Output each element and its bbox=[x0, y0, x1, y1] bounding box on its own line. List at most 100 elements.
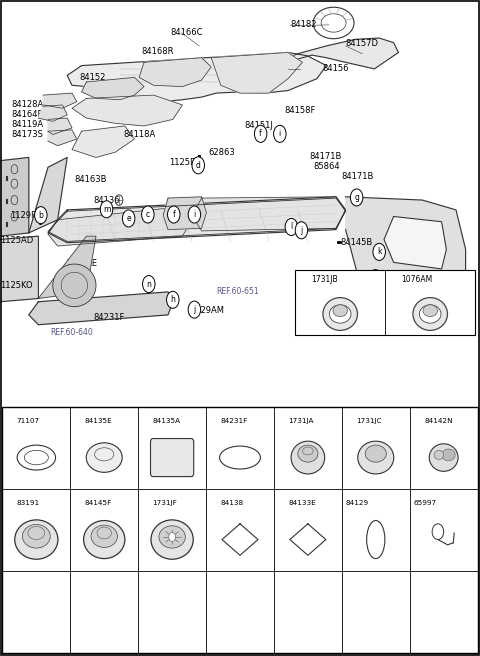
Text: 1125AE: 1125AE bbox=[65, 259, 97, 268]
Text: 84138: 84138 bbox=[220, 501, 243, 506]
Text: 1125AD: 1125AD bbox=[0, 236, 33, 245]
Text: b: b bbox=[38, 211, 43, 220]
Circle shape bbox=[73, 416, 82, 428]
Text: j: j bbox=[9, 501, 11, 506]
Text: 84171B: 84171B bbox=[342, 172, 374, 181]
Text: 84158F: 84158F bbox=[285, 106, 316, 115]
Text: k: k bbox=[76, 501, 80, 506]
Text: 83191: 83191 bbox=[17, 501, 40, 506]
FancyBboxPatch shape bbox=[151, 439, 194, 476]
Circle shape bbox=[169, 533, 176, 542]
Polygon shape bbox=[72, 95, 182, 126]
Circle shape bbox=[373, 243, 385, 260]
Polygon shape bbox=[192, 197, 346, 231]
Ellipse shape bbox=[91, 525, 118, 547]
Text: 1125DG: 1125DG bbox=[169, 158, 204, 167]
Circle shape bbox=[285, 218, 298, 236]
Circle shape bbox=[188, 206, 201, 223]
Ellipse shape bbox=[429, 443, 458, 471]
Polygon shape bbox=[48, 207, 192, 246]
Text: k: k bbox=[377, 247, 382, 256]
Text: f: f bbox=[172, 210, 175, 219]
Circle shape bbox=[209, 416, 218, 428]
Text: 85864: 85864 bbox=[313, 162, 339, 171]
Circle shape bbox=[295, 222, 308, 239]
Text: g: g bbox=[354, 193, 359, 202]
Text: d: d bbox=[76, 419, 80, 424]
Text: 84136: 84136 bbox=[94, 195, 120, 205]
Text: 84168R: 84168R bbox=[142, 47, 174, 56]
Ellipse shape bbox=[298, 445, 318, 462]
Text: 71107: 71107 bbox=[17, 419, 40, 424]
Text: a: a bbox=[303, 277, 307, 283]
Polygon shape bbox=[0, 157, 29, 236]
Polygon shape bbox=[0, 236, 38, 302]
Text: 84156: 84156 bbox=[323, 64, 349, 73]
Text: m: m bbox=[103, 205, 110, 214]
Text: c: c bbox=[146, 210, 150, 219]
Polygon shape bbox=[48, 130, 77, 146]
Text: n: n bbox=[146, 279, 151, 289]
Text: 1731JB: 1731JB bbox=[312, 276, 338, 285]
Text: j: j bbox=[193, 305, 195, 314]
Ellipse shape bbox=[291, 441, 324, 474]
Text: n: n bbox=[280, 501, 284, 506]
Polygon shape bbox=[48, 197, 346, 243]
Polygon shape bbox=[288, 38, 398, 69]
Polygon shape bbox=[211, 52, 302, 93]
Ellipse shape bbox=[413, 298, 447, 331]
Circle shape bbox=[142, 498, 150, 509]
Circle shape bbox=[277, 498, 286, 509]
Text: 1731JC: 1731JC bbox=[356, 419, 382, 424]
Ellipse shape bbox=[159, 526, 185, 548]
Circle shape bbox=[300, 274, 309, 286]
Text: f: f bbox=[213, 419, 215, 424]
FancyBboxPatch shape bbox=[2, 407, 478, 653]
Text: 84135A: 84135A bbox=[153, 419, 180, 424]
Circle shape bbox=[254, 125, 267, 142]
Polygon shape bbox=[139, 58, 211, 87]
Circle shape bbox=[209, 498, 218, 509]
Text: 84171B: 84171B bbox=[310, 152, 342, 161]
Text: e: e bbox=[144, 419, 148, 424]
Text: 84151J: 84151J bbox=[245, 121, 274, 131]
Text: 1731JF: 1731JF bbox=[153, 501, 177, 506]
Circle shape bbox=[73, 498, 82, 509]
Text: i: i bbox=[417, 419, 418, 424]
Text: 84118A: 84118A bbox=[124, 130, 156, 139]
Ellipse shape bbox=[329, 305, 351, 323]
Circle shape bbox=[167, 291, 179, 308]
Polygon shape bbox=[29, 292, 173, 325]
Text: l: l bbox=[145, 501, 147, 506]
Text: 84145F: 84145F bbox=[84, 501, 112, 506]
Polygon shape bbox=[48, 118, 72, 134]
Circle shape bbox=[142, 416, 150, 428]
Circle shape bbox=[350, 189, 363, 206]
Circle shape bbox=[274, 125, 286, 142]
Ellipse shape bbox=[333, 305, 348, 317]
Circle shape bbox=[413, 416, 422, 428]
Text: 1125KO: 1125KO bbox=[0, 281, 33, 290]
Text: REF.60-640: REF.60-640 bbox=[50, 328, 93, 337]
Polygon shape bbox=[38, 236, 96, 298]
Ellipse shape bbox=[420, 305, 441, 323]
Ellipse shape bbox=[323, 298, 358, 331]
Text: h: h bbox=[348, 419, 351, 424]
Ellipse shape bbox=[358, 441, 394, 474]
Ellipse shape bbox=[15, 520, 58, 559]
Polygon shape bbox=[82, 77, 144, 100]
Circle shape bbox=[345, 416, 354, 428]
Ellipse shape bbox=[53, 264, 96, 307]
Text: e: e bbox=[126, 214, 131, 223]
Ellipse shape bbox=[365, 445, 386, 462]
Circle shape bbox=[277, 416, 286, 428]
Circle shape bbox=[168, 206, 180, 223]
Text: 84145B: 84145B bbox=[341, 238, 373, 247]
Text: i: i bbox=[279, 129, 281, 138]
Text: i: i bbox=[193, 210, 195, 219]
Polygon shape bbox=[67, 52, 326, 102]
Text: 84152: 84152 bbox=[79, 73, 106, 82]
Circle shape bbox=[143, 276, 155, 293]
Text: 84133E: 84133E bbox=[288, 501, 316, 506]
Text: 84163B: 84163B bbox=[74, 174, 107, 184]
